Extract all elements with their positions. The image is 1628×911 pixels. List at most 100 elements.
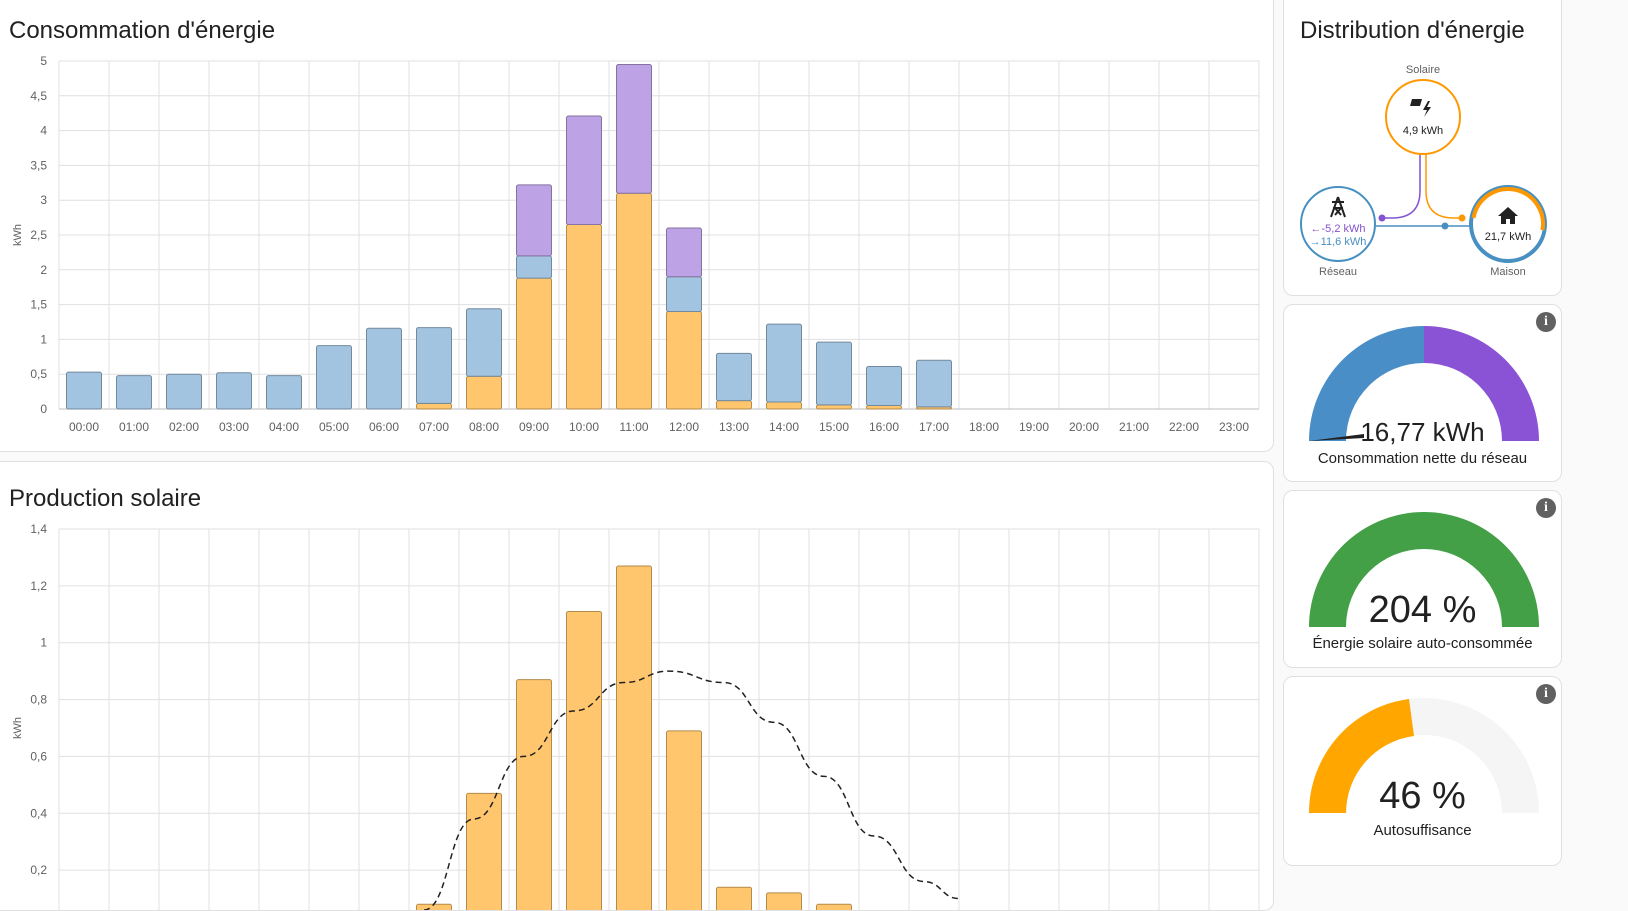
solar-title: Production solaire	[9, 485, 202, 512]
gauge-value: 46 %	[1379, 775, 1466, 817]
x-tick-label: 23:00	[1219, 420, 1249, 434]
bar	[616, 192, 652, 410]
transmission-tower-icon	[1330, 196, 1346, 218]
y-tick-label: 2,5	[30, 228, 47, 242]
x-tick-label: 07:00	[419, 420, 449, 434]
home-node-label: Maison	[1490, 266, 1525, 278]
x-tick-label: 08:00	[469, 420, 499, 434]
home-node-value: 21,7 kWh	[1485, 231, 1531, 243]
bar	[266, 375, 302, 410]
x-tick-label: 16:00	[869, 420, 899, 434]
solar-node-value: 4,9 kWh	[1403, 125, 1443, 137]
gauge-value: 204 %	[1368, 589, 1477, 631]
gauge-label: Énergie solaire auto-consommée	[1312, 635, 1533, 652]
x-tick-label: 03:00	[219, 420, 249, 434]
autosufficiency-gauge	[1309, 698, 1539, 813]
y-tick-label: 1	[40, 636, 47, 650]
bar	[516, 277, 552, 410]
y-tick-label: 2	[40, 263, 47, 277]
solar-node-label: Solaire	[1406, 64, 1440, 76]
bar	[666, 227, 702, 278]
bar	[466, 375, 502, 410]
y-tick-label: 3	[40, 193, 47, 207]
y-tick-label: 1	[40, 332, 47, 346]
x-tick-label: 21:00	[1119, 420, 1149, 434]
bar	[416, 327, 452, 404]
x-tick-label: 14:00	[769, 420, 799, 434]
bar	[866, 366, 902, 407]
grid-node-label: Réseau	[1319, 266, 1357, 278]
x-tick-label: 09:00	[519, 420, 549, 434]
gauge-card-net-grid: i 16,77 kWh Consommation nette du réseau	[1283, 304, 1562, 482]
x-tick-label: 13:00	[719, 420, 749, 434]
x-tick-label: 18:00	[969, 420, 999, 434]
self-consumed-gauge	[1309, 512, 1539, 627]
y-tick-label: 0,2	[30, 863, 47, 877]
x-tick-label: 01:00	[119, 420, 149, 434]
bar	[516, 679, 552, 910]
y-tick-label: 3,5	[30, 158, 47, 172]
y-axis-label: kWh	[12, 717, 24, 739]
bar	[466, 308, 502, 377]
x-tick-label: 11:00	[619, 420, 648, 434]
bar	[116, 375, 152, 410]
bar	[466, 792, 502, 910]
y-tick-label: 0,5	[30, 367, 47, 381]
x-tick-label: 22:00	[1169, 420, 1199, 434]
x-tick-label: 06:00	[369, 420, 399, 434]
x-tick-label: 19:00	[1019, 420, 1049, 434]
home-node-solar-arc	[1471, 187, 1545, 231]
bar	[416, 402, 452, 410]
info-icon[interactable]: i	[1536, 498, 1556, 518]
y-tick-label: 0	[40, 402, 47, 416]
bar	[816, 903, 852, 910]
solar-chart: 0,2 0,4 0,6 0,8 1 1,2 1,4 kWh	[12, 522, 1260, 910]
bar	[766, 401, 802, 410]
solar-node	[1385, 79, 1461, 155]
bar	[816, 404, 852, 410]
bar	[866, 405, 902, 410]
y-tick-label: 1,4	[30, 522, 47, 536]
bar	[216, 372, 252, 410]
gauge-needle	[1309, 434, 1364, 441]
y-tick-label: 0,6	[30, 749, 47, 763]
bar	[766, 892, 802, 910]
bar	[566, 224, 602, 410]
distribution-card: Distribution d'énergie 4,9 kWh Solaire ←…	[1283, 0, 1562, 296]
bar	[916, 359, 952, 408]
info-icon[interactable]: i	[1536, 684, 1556, 704]
bar	[566, 115, 602, 226]
bar	[366, 327, 402, 410]
flow-dot-export	[1378, 214, 1386, 222]
grid-import-value: →11,6 kWh	[1310, 236, 1367, 248]
x-tick-label: 12:00	[669, 420, 699, 434]
bar	[66, 371, 102, 410]
gauge-label: Autosuffisance	[1373, 822, 1472, 839]
consumption-card: Consommation d'énergie 0 0,5 1 1,5 2 2,5 3 3,5 4…	[0, 0, 1274, 452]
flow-dot-grid	[1441, 222, 1449, 230]
grid-node	[1300, 186, 1376, 262]
x-tick-label: 17:00	[919, 420, 949, 434]
gauge-value: 16,77 kWh	[1360, 417, 1485, 447]
bar	[516, 184, 552, 257]
net-grid-gauge	[1309, 326, 1539, 441]
y-tick-label: 0,4	[30, 806, 47, 820]
distribution-flow: 4,9 kWh Solaire ←-5,2 kWh →11,6 kWh Rése…	[1300, 64, 1547, 278]
bar	[566, 610, 602, 910]
y-axis-label: kWh	[12, 224, 24, 246]
bar	[716, 352, 752, 402]
bar	[666, 730, 702, 910]
gauge-card-autosufficiency: i 46 % Autosuffisance	[1283, 676, 1562, 866]
x-tick-label: 20:00	[1069, 420, 1099, 434]
y-tick-label: 1,5	[30, 298, 47, 312]
info-icon[interactable]: i	[1536, 312, 1556, 332]
x-tick-label: 05:00	[319, 420, 349, 434]
home-icon	[1498, 207, 1518, 224]
flow-dot-solar	[1458, 214, 1466, 222]
bar	[716, 400, 752, 410]
bar	[316, 345, 352, 410]
flow-solar-to-grid	[1382, 152, 1421, 219]
y-tick-label: 4	[40, 124, 47, 138]
flow-solar-to-home	[1425, 152, 1462, 219]
forecast-line	[423, 670, 960, 910]
